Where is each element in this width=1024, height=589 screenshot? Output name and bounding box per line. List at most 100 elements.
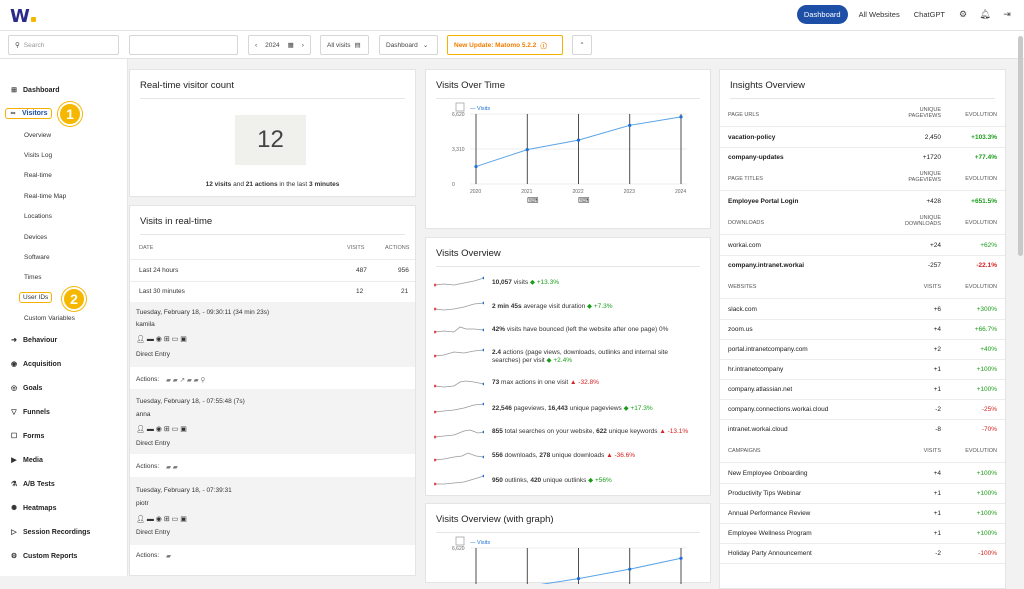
sidebar-item-funnels[interactable]: ▽ Funnels — [10, 408, 50, 417]
sidebar-item-visitors[interactable]: ∞ Visitors — [5, 108, 52, 119]
visits-overview-row[interactable]: 2 min 45s average visit duration ◆ +7.3% — [492, 302, 612, 310]
sparkline-start — [434, 458, 437, 462]
action-icons[interactable]: ▰ ▰ — [166, 464, 178, 471]
dashboard-selector[interactable]: Dashboard ⌄ — [379, 35, 438, 55]
segment-selector[interactable]: All visits ▤ — [320, 35, 369, 55]
insights-row[interactable]: portal.intranetcompany.com +2 +40% — [720, 339, 1005, 359]
sidebar-subitem-real-time-map[interactable]: Real-time Map — [24, 193, 67, 200]
calendar-icon: ▦ — [287, 42, 294, 49]
insights-row[interactable]: company.intranet.workai -257 -22.1% — [720, 255, 1005, 275]
trend-icon: ▲ — [604, 452, 615, 459]
sidebar-subitem-devices[interactable]: Devices — [24, 234, 48, 241]
sidebar-item-dashboard[interactable]: ⊞ Dashboard — [10, 86, 60, 95]
insight-name: intranet.workai.cloud — [728, 426, 788, 433]
insights-row[interactable]: intranet.workai.cloud -8 -70% — [720, 419, 1005, 439]
chart-options-icon — [455, 536, 465, 546]
chevron-left-icon[interactable]: ‹ — [255, 41, 258, 49]
visit-entry[interactable]: Tuesday, February 18, - 09:30:11 (34 min… — [130, 302, 415, 367]
chevron-right-icon[interactable]: › — [301, 41, 304, 49]
visits-overview-row[interactable]: 73 max actions in one visit ▲ -32.8% — [492, 379, 599, 386]
metric-text: average visit duration — [521, 303, 586, 310]
insights-section-header: CAMPAIGNS VISITS EVOLUTION — [720, 439, 1005, 461]
sparkline-start — [434, 482, 437, 486]
insights-row[interactable]: Employee Wellness Program +1 +100% — [720, 523, 1005, 543]
visit-entry[interactable]: Tuesday, February 18, - 07:39:31 piotr 👤… — [130, 477, 415, 545]
sidebar-subitem-user-ids[interactable]: User IDs — [19, 292, 53, 303]
sidebar-subitem-visits-log[interactable]: Visits Log — [24, 152, 53, 159]
gear-icon[interactable]: ⚙ — [958, 9, 968, 19]
nav-dashboard-button[interactable]: Dashboard — [796, 5, 848, 24]
metric-text: total searches on your website, — [502, 428, 597, 435]
insights-row[interactable]: company-updates +1720 +77.4% — [720, 147, 1005, 167]
insights-row[interactable]: New Employee Onboarding +4 +100% — [720, 463, 1005, 483]
date-selector[interactable]: ‹ 2024 ▦ › — [248, 35, 311, 55]
card-title: Real-time visitor count — [140, 80, 234, 91]
site-selector[interactable] — [129, 35, 238, 55]
sidebar-item-media[interactable]: ▶ Media — [10, 456, 43, 465]
sidebar-item-session-recordings[interactable]: ▷ Session Recordings — [10, 528, 91, 537]
collapse-button[interactable]: ⌃ — [572, 35, 592, 55]
sidebar-subitem-software[interactable]: Software — [24, 254, 50, 261]
insights-section-header: WEBSITES VISITS EVOLUTION — [720, 275, 1005, 297]
visits-overview-row[interactable]: 556 downloads, 278 unique downloads ▲ -3… — [492, 452, 635, 459]
sidebar-item-ab-tests[interactable]: ⚗ A/B Tests — [10, 480, 55, 489]
search-input[interactable]: ⚲ Search — [8, 35, 119, 55]
visit-user: piotr — [136, 500, 149, 507]
sparkline-start — [434, 330, 437, 334]
sidebar-subitem-overview[interactable]: Overview — [24, 132, 52, 139]
bell-icon[interactable]: 🔔︎ — [979, 9, 991, 19]
sparkline-path — [434, 302, 484, 311]
sidebar-item-forms[interactable]: ☐ Forms — [10, 432, 45, 441]
sidebar-item-heatmaps[interactable]: ✺ Heatmaps — [10, 504, 56, 513]
action-icons[interactable]: ▰ ▰ ↗ ▰ ▰ ⚲ — [166, 377, 206, 384]
sidebar-subitem-real-time[interactable]: Real-time — [24, 172, 52, 179]
insights-row[interactable]: Productivity Tips Webinar +1 +100% — [720, 483, 1005, 503]
visits-overview-row[interactable]: 42% visits have bounced (left the websit… — [492, 326, 668, 333]
update-notice[interactable]: New Update: Matomo 5.2.2 ⓘ — [447, 35, 563, 55]
sparkline-path — [434, 277, 484, 286]
visits-overview-row[interactable]: 22,546 pageviews, 16,443 unique pageview… — [492, 404, 653, 412]
sparkline-start — [434, 354, 437, 358]
dashboard-label: Dashboard — [386, 41, 418, 49]
insights-row[interactable]: company.atlassian.net +1 +100% — [720, 379, 1005, 399]
page-scrollbar[interactable] — [1018, 36, 1023, 256]
visits-overview-row[interactable]: 950 outlinks, 420 unique outlinks ◆ +56% — [492, 476, 612, 484]
insights-row[interactable]: Holiday Party Announcement -2 -100% — [720, 543, 1005, 563]
action-icons[interactable]: ▰ — [166, 553, 171, 560]
insights-row[interactable]: Employee Portal Login +428 +651.5% — [720, 191, 1005, 211]
sidebar-item-behaviour[interactable]: ➜ Behaviour — [10, 336, 57, 345]
insight-evolution: +100% — [976, 510, 997, 517]
metric-text-2: unique keywords — [606, 428, 658, 435]
visits-overview-row[interactable]: 855 total searches on your website, 622 … — [492, 428, 688, 435]
sidebar-item-acquisition[interactable]: ◉ Acquisition — [10, 360, 61, 369]
logo[interactable]: W — [10, 6, 36, 27]
sidebar-item-custom-reports[interactable]: ⚙ Custom Reports — [10, 552, 78, 561]
sidebar-item-label: Session Recordings — [23, 528, 91, 536]
insights-row[interactable]: zoom.us +4 +66.7% — [720, 319, 1005, 339]
sparkline-start — [434, 384, 437, 388]
section-label: PAGE TITLES — [728, 176, 763, 182]
sidebar-subitem-times[interactable]: Times — [24, 274, 42, 281]
insights-row[interactable]: Annual Performance Review +1 +100% — [720, 503, 1005, 523]
visits-overview-row[interactable]: 2.4 actions (page views, downloads, outl… — [492, 349, 668, 364]
visits-realtime-card: Visits in real-time DATE VISITS ACTIONS La… — [129, 205, 416, 576]
insights-section-header: DOWNLOADS UNIQUE DOWNLOADS EVOLUTION — [720, 211, 1005, 233]
visit-entry[interactable]: Tuesday, February 18, - 07:55:48 (7s) an… — [130, 389, 415, 454]
insights-row[interactable]: hr.intranetcompany +1 +100% — [720, 359, 1005, 379]
sidebar-subitem-custom-variables[interactable]: Custom Variables — [24, 315, 75, 322]
insights-row[interactable]: company.connections.workai.cloud -2 -25% — [720, 399, 1005, 419]
annotation-icon: ⌨ — [578, 196, 590, 205]
sidebar-item-goals[interactable]: ◎ Goals — [10, 384, 43, 393]
insights-section-header: PAGE TITLES UNIQUE PAGEVIEWS EVOLUTION — [720, 167, 1005, 189]
insights-row[interactable]: workai.com +24 +62% — [720, 235, 1005, 255]
insight-name: Employee Wellness Program — [728, 530, 812, 537]
search-placeholder: Search — [23, 41, 45, 49]
nav-chatgpt-link[interactable]: ChatGPT — [913, 10, 945, 19]
logout-icon[interactable]: ⇥ — [1003, 9, 1011, 19]
visits-overview-row[interactable]: 10,057 visits ◆ +13.3% — [492, 278, 559, 286]
insights-row[interactable]: slack.com +6 +300% — [720, 299, 1005, 319]
callout-badge-2: 2 — [62, 287, 86, 311]
sidebar-subitem-locations[interactable]: Locations — [24, 213, 52, 220]
nav-all-websites-link[interactable]: All Websites — [858, 10, 900, 19]
insights-row[interactable]: vacation-policy 2,450 +103.3% — [720, 127, 1005, 147]
